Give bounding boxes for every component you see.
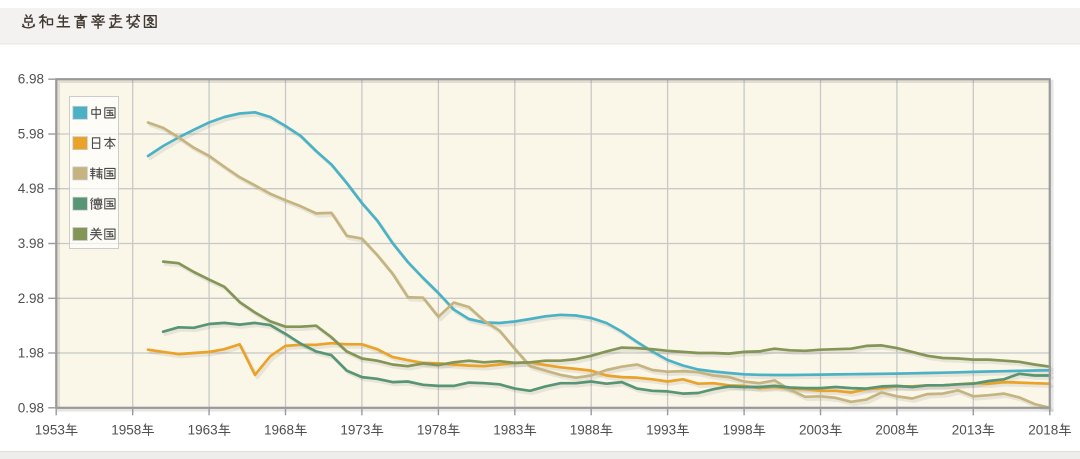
svg-text:1978: 1978 xyxy=(417,423,447,438)
svg-text:1953: 1953 xyxy=(35,423,65,438)
svg-text:1988: 1988 xyxy=(570,423,600,438)
svg-text:1998: 1998 xyxy=(723,423,753,438)
svg-text:2.98: 2.98 xyxy=(18,291,44,306)
svg-text:1973: 1973 xyxy=(340,423,370,438)
svg-text:5.98: 5.98 xyxy=(18,127,44,142)
svg-text:1968: 1968 xyxy=(264,423,294,438)
svg-text:2018: 2018 xyxy=(1028,423,1058,438)
svg-text:3.98: 3.98 xyxy=(18,236,44,251)
svg-text:1958: 1958 xyxy=(111,423,141,438)
svg-text:1983: 1983 xyxy=(493,423,523,438)
svg-text:0.98: 0.98 xyxy=(18,400,44,415)
svg-text:2013: 2013 xyxy=(952,423,982,438)
svg-text:6.98: 6.98 xyxy=(18,72,44,87)
svg-text:4.98: 4.98 xyxy=(18,181,44,196)
svg-text:2008: 2008 xyxy=(875,423,905,438)
svg-text:2003: 2003 xyxy=(799,423,829,438)
svg-text:1993: 1993 xyxy=(646,423,676,438)
svg-text:1.98: 1.98 xyxy=(18,346,44,361)
svg-text:1963: 1963 xyxy=(188,423,218,438)
